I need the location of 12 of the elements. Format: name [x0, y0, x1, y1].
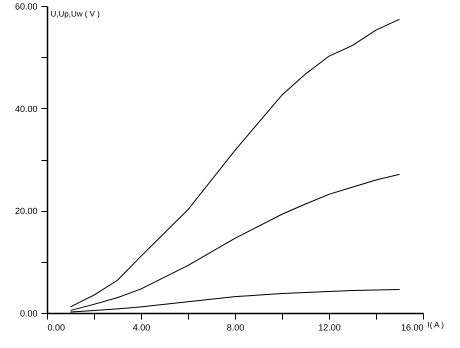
x-tick-label: 4.00	[132, 322, 150, 332]
y-axis-title: U,Up,Uw ( V )	[50, 10, 100, 18]
x-tick-label: 16.00	[400, 322, 424, 332]
y-tick-label: 60.00	[14, 2, 38, 12]
x-tick-label: 8.00	[226, 322, 244, 332]
line-series	[70, 18, 400, 308]
y-tick-label: 0.00	[20, 308, 38, 318]
x-axis-title: I( A )	[428, 320, 444, 330]
x-tick-label: 12.00	[318, 322, 341, 332]
y-tick-label: 20.00	[14, 206, 38, 216]
x-tick-label: 0.00	[48, 322, 66, 332]
y-tick-label: 40.00	[14, 104, 38, 114]
